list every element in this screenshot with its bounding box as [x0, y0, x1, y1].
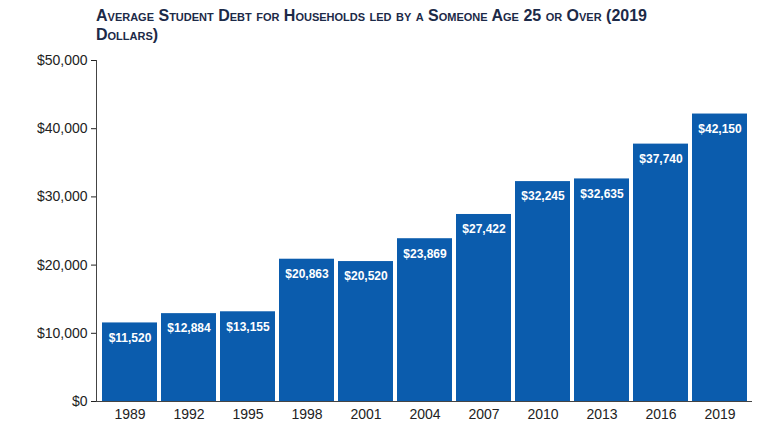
svg-text:$50,000: $50,000 [37, 52, 88, 68]
svg-text:1995: 1995 [232, 406, 263, 422]
svg-text:$32,635: $32,635 [580, 187, 624, 201]
svg-text:$20,520: $20,520 [344, 269, 388, 283]
svg-text:$12,884: $12,884 [167, 321, 211, 335]
svg-text:1989: 1989 [114, 406, 145, 422]
svg-text:$40,000: $40,000 [37, 120, 88, 136]
svg-text:$32,245: $32,245 [521, 189, 565, 203]
html-text:Average Student Debt for House: Average Student Debt for Households led … [96, 7, 647, 43]
svg-text:$20,863: $20,863 [285, 267, 329, 281]
svg-text:2004: 2004 [409, 406, 440, 422]
svg-text:$23,869: $23,869 [403, 247, 447, 261]
svg-text:$42,150: $42,150 [698, 122, 742, 136]
svg-text:2007: 2007 [468, 406, 499, 422]
svg-text:2019: 2019 [704, 406, 735, 422]
svg-text:2013: 2013 [586, 406, 617, 422]
svg-text:$20,000: $20,000 [37, 257, 88, 273]
svg-text:$27,422: $27,422 [462, 222, 506, 236]
svg-text:$11,520: $11,520 [109, 331, 152, 345]
svg-text:2016: 2016 [645, 406, 676, 422]
svg-text:$13,155: $13,155 [226, 320, 270, 334]
svg-text:2001: 2001 [350, 406, 381, 422]
svg-text:2010: 2010 [527, 406, 558, 422]
svg-text:$30,000: $30,000 [37, 188, 88, 204]
svg-text:$37,740: $37,740 [639, 152, 683, 166]
svg-text:1998: 1998 [291, 406, 322, 422]
svg-text:$10,000: $10,000 [37, 325, 88, 341]
svg-text:1992: 1992 [173, 406, 204, 422]
svg-text:$0: $0 [72, 393, 88, 409]
